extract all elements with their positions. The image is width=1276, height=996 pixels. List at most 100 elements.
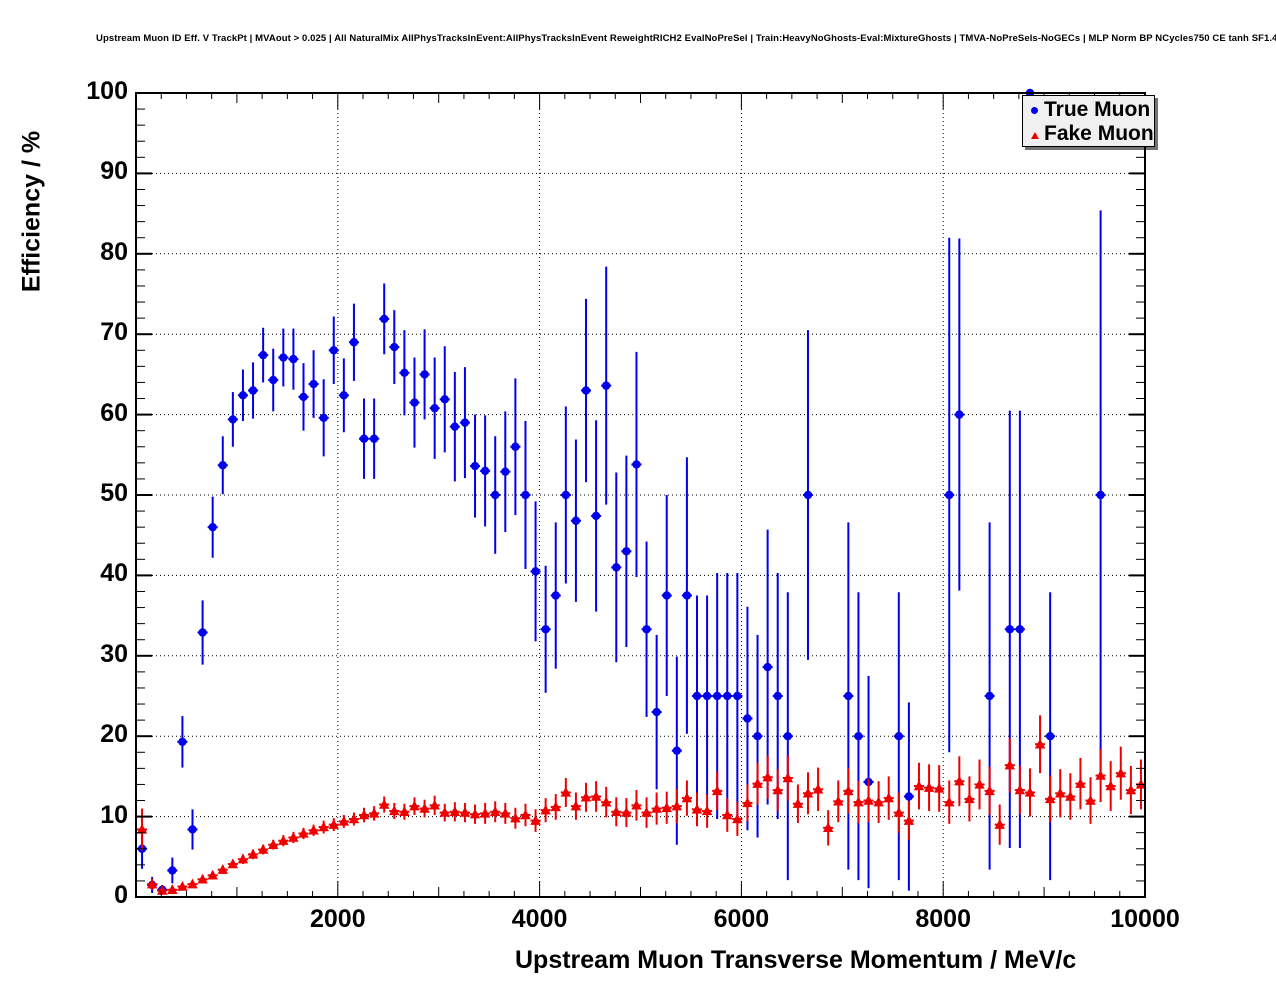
data-point-marker — [873, 796, 884, 807]
data-point-marker — [1015, 625, 1025, 634]
data-point-marker — [581, 386, 591, 395]
data-point-marker — [500, 807, 511, 818]
data-point-marker — [521, 490, 530, 500]
data-point-marker — [510, 812, 521, 823]
data-point-marker — [299, 392, 308, 402]
data-point-marker — [298, 827, 309, 838]
data-point-marker — [853, 796, 864, 807]
data-point-marker — [722, 809, 733, 820]
data-point-marker — [279, 353, 288, 362]
data-point-marker — [903, 815, 915, 825]
data-point-marker — [1005, 625, 1014, 634]
data-point-marker — [420, 370, 429, 379]
data-point-marker — [642, 625, 651, 634]
data-point-marker — [894, 732, 904, 741]
data-point-marker — [369, 434, 379, 443]
data-point-marker — [812, 783, 824, 794]
data-point-marker — [974, 778, 985, 789]
data-point-marker — [491, 490, 500, 500]
y-axis-tick-label: 10 — [100, 800, 128, 829]
data-point-marker — [752, 778, 763, 788]
data-point-marker — [1085, 794, 1096, 805]
data-point-marker — [651, 802, 662, 813]
data-point-marker — [782, 772, 794, 783]
data-point-marker — [854, 732, 863, 741]
data-point-marker — [561, 490, 571, 500]
data-point-marker — [257, 843, 269, 854]
legend-entry-fake-muon[interactable]: Fake Muon — [1028, 122, 1154, 146]
data-point-marker — [591, 511, 601, 521]
data-point-marker — [985, 691, 994, 701]
data-point-marker — [702, 691, 712, 701]
data-point-marker — [551, 591, 560, 600]
data-point-marker — [409, 800, 420, 811]
triangle-marker-icon — [1028, 124, 1041, 144]
data-point-marker — [318, 821, 329, 832]
data-point-marker — [459, 806, 471, 817]
data-point-marker — [469, 808, 481, 819]
data-point-marker — [1135, 778, 1147, 789]
data-point-marker — [188, 825, 197, 834]
data-point-marker — [198, 628, 207, 637]
data-point-marker — [904, 792, 914, 801]
data-point-marker — [390, 342, 399, 352]
x-axis-tick-label: 2000 — [309, 905, 366, 933]
grid-lines — [136, 93, 1145, 897]
data-point-marker — [429, 799, 440, 810]
x-axis-tick-label: 4000 — [511, 905, 568, 933]
data-point-marker — [520, 809, 531, 820]
data-point-marker — [763, 662, 772, 672]
data-point-marker — [783, 732, 793, 741]
data-point-marker — [380, 314, 389, 324]
legend-label: Fake Muon — [1044, 122, 1154, 145]
data-point-marker — [933, 782, 945, 793]
data-point-marker — [400, 368, 409, 377]
data-point-marker — [733, 691, 742, 701]
data-point-marker — [1075, 778, 1086, 788]
axis-frame — [135, 92, 1146, 898]
y-axis-tick-label: 90 — [100, 157, 128, 186]
data-point-marker — [187, 878, 198, 889]
data-point-marker — [1115, 767, 1126, 778]
data-point-marker — [692, 691, 702, 701]
data-point-marker — [923, 782, 935, 792]
data-point-marker — [723, 691, 732, 701]
data-point-marker — [580, 791, 592, 802]
y-axis-tick-label: 40 — [100, 559, 128, 588]
data-point-marker — [1004, 759, 1015, 770]
data-point-marker — [803, 490, 813, 500]
y-axis-tick-label: 0 — [114, 881, 128, 909]
data-point-marker — [168, 866, 177, 875]
data-point-marker — [711, 785, 723, 796]
data-point-marker — [218, 461, 227, 470]
data-point-marker — [691, 803, 703, 814]
data-point-marker — [439, 806, 450, 817]
legend-entry-true-muon[interactable]: True Muon — [1028, 98, 1150, 122]
data-point-marker — [228, 415, 238, 424]
data-point-marker — [612, 563, 621, 572]
data-point-marker — [329, 346, 338, 355]
data-point-marker — [661, 802, 672, 812]
data-point-marker — [681, 792, 693, 803]
data-point-marker — [954, 775, 965, 786]
legend[interactable]: True Muon Fake Muon — [1022, 95, 1155, 147]
data-point-marker — [319, 413, 328, 423]
data-point-marker — [358, 809, 370, 820]
data-point-marker — [560, 786, 572, 797]
data-point-marker — [338, 815, 350, 826]
circle-marker-icon — [1028, 100, 1041, 120]
data-point-marker — [530, 815, 541, 825]
y-axis-tick-label: 30 — [100, 639, 128, 668]
series-true-muon — [137, 88, 1106, 895]
y-axis-tick-label: 20 — [100, 720, 128, 749]
data-point-marker — [399, 806, 410, 816]
data-point-marker — [833, 795, 844, 806]
data-point-marker — [622, 547, 631, 556]
data-point-marker — [964, 793, 975, 804]
data-point-marker — [248, 386, 258, 395]
data-point-marker — [1044, 793, 1056, 804]
data-point-marker — [913, 780, 925, 791]
data-point-marker — [844, 691, 853, 701]
data-point-marker — [1095, 769, 1106, 780]
data-point-marker — [470, 461, 480, 471]
